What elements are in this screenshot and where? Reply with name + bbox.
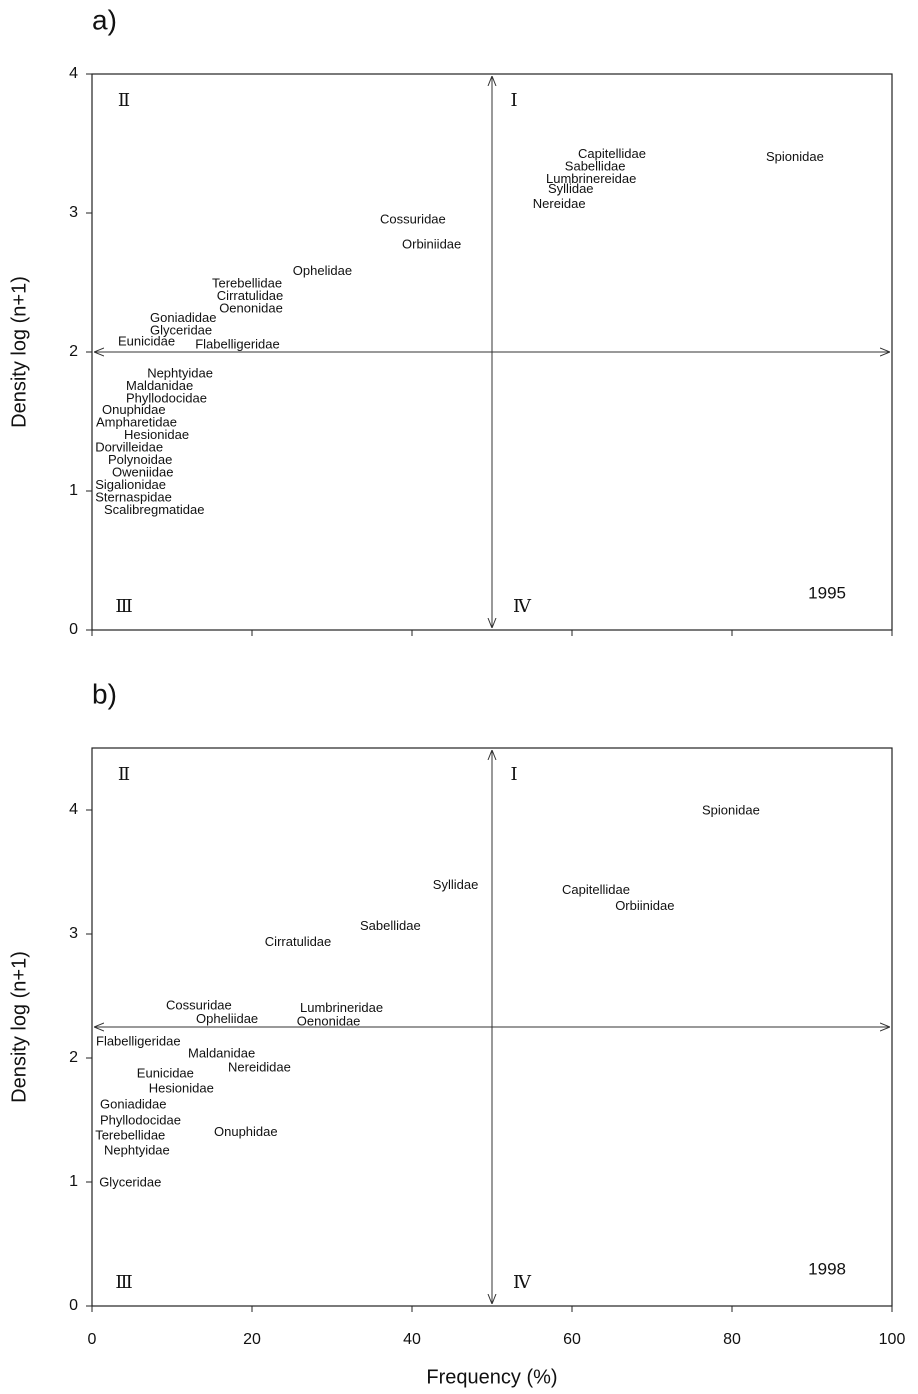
y-tick-label: 1 xyxy=(69,482,78,499)
y-tick-label: 4 xyxy=(69,65,78,82)
y-tick-label: 3 xyxy=(69,204,78,221)
family-label: Lumbrineridae xyxy=(300,1000,383,1015)
family-label: Glyceridae xyxy=(99,1175,161,1190)
family-label: Sternaspidae xyxy=(95,489,172,504)
family-label: Goniadidae xyxy=(150,310,217,325)
y-tick-label: 2 xyxy=(69,343,78,360)
quadrant-label: Ⅱ xyxy=(118,764,130,784)
year-annotation: 1998 xyxy=(808,1259,846,1278)
y-axis-label: Density log (n+1) xyxy=(8,276,30,428)
quadrant-label: Ⅳ xyxy=(513,596,532,616)
family-label: Lumbrinereidae xyxy=(546,171,636,186)
family-label: Capitellidae xyxy=(562,882,630,897)
x-tick-label: 20 xyxy=(243,1331,261,1348)
family-label: Scalibregmatidae xyxy=(104,502,204,517)
family-label: Maldanidae xyxy=(126,378,193,393)
family-label: Nereidae xyxy=(533,196,586,211)
quadrant-label: Ⅰ xyxy=(510,90,517,110)
family-label: Cossuridae xyxy=(380,211,446,226)
family-label: Flabelligeridae xyxy=(96,1033,181,1048)
family-label: Hesionidae xyxy=(124,427,189,442)
family-label: Phyllodocidae xyxy=(126,391,207,406)
x-tick-label: 100 xyxy=(879,1331,906,1348)
family-label: Orbiniidae xyxy=(402,236,461,251)
family-label: Dorvilleidae xyxy=(95,439,163,454)
y-tick-label: 0 xyxy=(69,1297,78,1314)
quadrant-label: Ⅲ xyxy=(115,1272,132,1292)
x-tick-label: 80 xyxy=(723,1331,741,1348)
family-label: Oweniidae xyxy=(112,464,173,479)
family-label: Terebellidae xyxy=(95,1128,165,1143)
quadrant-label: Ⅳ xyxy=(513,1272,532,1292)
x-tick-label: 40 xyxy=(403,1331,421,1348)
quadrant-label: Ⅱ xyxy=(118,90,130,110)
y-tick-label: 4 xyxy=(69,801,78,818)
family-label: Onuphidae xyxy=(214,1124,278,1139)
family-label: Goniadidae xyxy=(100,1097,167,1112)
family-label: Sabellidae xyxy=(565,159,626,174)
family-label: Oenonidae xyxy=(297,1013,361,1028)
family-label: Maldanidae xyxy=(188,1046,255,1061)
y-axis-label: Density log (n+1) xyxy=(8,951,30,1103)
family-label: Spionidae xyxy=(702,803,760,818)
family-label: Glyceridae xyxy=(150,323,212,338)
y-tick-label: 3 xyxy=(69,925,78,942)
family-label: Oenonidae xyxy=(219,300,283,315)
y-tick-label: 2 xyxy=(69,1049,78,1066)
y-tick-label: 0 xyxy=(69,621,78,638)
family-label: Eunicidae xyxy=(137,1066,194,1081)
family-label: Capitellidae xyxy=(578,146,646,161)
quadrant-label: Ⅰ xyxy=(510,764,517,784)
quadrant-label: Ⅲ xyxy=(115,596,132,616)
x-axis-label: Frequency (%) xyxy=(426,1366,557,1388)
family-label: Nephtyidae xyxy=(147,366,213,381)
family-label: Eunicidae xyxy=(118,334,175,349)
family-label: Ampharetidae xyxy=(96,414,177,429)
y-tick-label: 1 xyxy=(69,1173,78,1190)
x-tick-label: 60 xyxy=(563,1331,581,1348)
family-label: Sigalionidae xyxy=(95,477,166,492)
family-label: Cirratulidae xyxy=(217,288,283,303)
family-label: Polynoidae xyxy=(108,452,172,467)
panel-label: a) xyxy=(92,4,117,35)
family-label: Terebellidae xyxy=(212,275,282,290)
family-label: Sabellidae xyxy=(360,918,421,933)
family-label: Opheliidae xyxy=(196,1011,258,1026)
x-tick-label: 0 xyxy=(88,1331,97,1348)
family-label: Syllidae xyxy=(548,181,594,196)
family-label: Syllidae xyxy=(433,877,479,892)
panel-label: b) xyxy=(92,678,117,709)
family-label: Orbiinidae xyxy=(615,898,674,913)
family-label: Flabelligeridae xyxy=(195,336,280,351)
family-label: Ophelidae xyxy=(293,263,352,278)
plot-frame xyxy=(91,747,893,1307)
family-label: Cirratulidae xyxy=(265,934,331,949)
family-label: Nereididae xyxy=(228,1059,291,1074)
year-annotation: 1995 xyxy=(808,583,846,602)
family-label: Spionidae xyxy=(766,149,824,164)
family-label: Cossuridae xyxy=(166,997,232,1012)
family-label: Phyllodocidae xyxy=(100,1113,181,1128)
family-label: Nephtyidae xyxy=(104,1142,170,1157)
family-label: Hesionidae xyxy=(149,1080,214,1095)
family-label: Onuphidae xyxy=(102,402,166,417)
